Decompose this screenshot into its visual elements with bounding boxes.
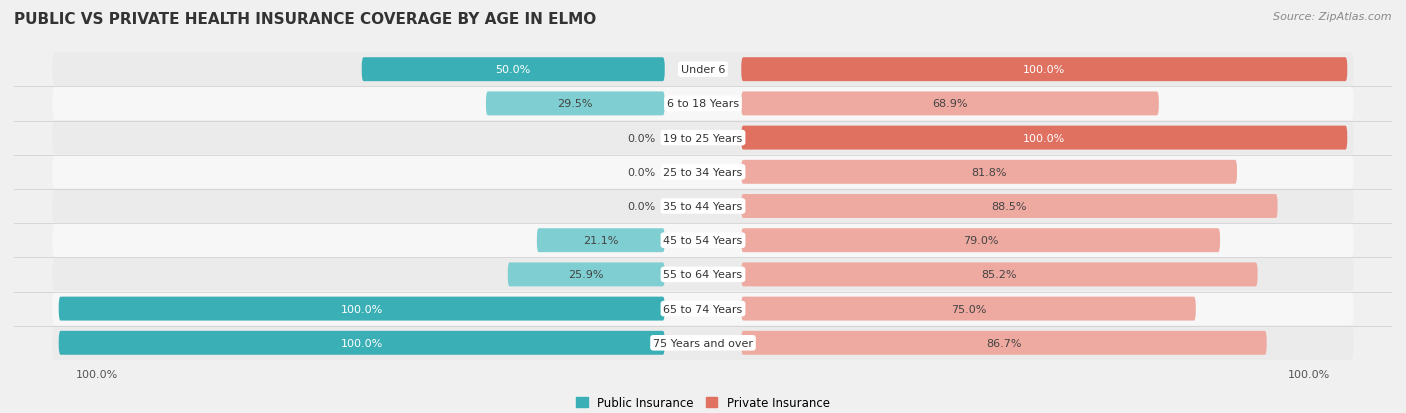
FancyBboxPatch shape: [741, 331, 1267, 355]
Text: 88.5%: 88.5%: [991, 202, 1028, 211]
Text: 25.9%: 25.9%: [568, 270, 605, 280]
FancyBboxPatch shape: [741, 195, 1278, 218]
Text: Source: ZipAtlas.com: Source: ZipAtlas.com: [1274, 12, 1392, 22]
Text: 0.0%: 0.0%: [627, 167, 655, 177]
FancyBboxPatch shape: [741, 160, 1237, 184]
Text: 86.7%: 86.7%: [986, 338, 1022, 348]
FancyBboxPatch shape: [52, 87, 1354, 121]
Text: 100.0%: 100.0%: [1024, 65, 1066, 75]
FancyBboxPatch shape: [537, 229, 665, 253]
FancyBboxPatch shape: [52, 53, 1354, 87]
Text: 25 to 34 Years: 25 to 34 Years: [664, 167, 742, 177]
FancyBboxPatch shape: [741, 58, 1347, 82]
Text: 100.0%: 100.0%: [1024, 133, 1066, 143]
FancyBboxPatch shape: [59, 297, 665, 321]
Text: 65 to 74 Years: 65 to 74 Years: [664, 304, 742, 314]
Text: 55 to 64 Years: 55 to 64 Years: [664, 270, 742, 280]
Text: 35 to 44 Years: 35 to 44 Years: [664, 202, 742, 211]
FancyBboxPatch shape: [52, 292, 1354, 326]
Text: 45 to 54 Years: 45 to 54 Years: [664, 236, 742, 246]
Text: 79.0%: 79.0%: [963, 236, 998, 246]
FancyBboxPatch shape: [486, 92, 665, 116]
Text: 50.0%: 50.0%: [495, 65, 531, 75]
FancyBboxPatch shape: [741, 92, 1159, 116]
Text: 85.2%: 85.2%: [981, 270, 1017, 280]
Text: 81.8%: 81.8%: [972, 167, 1007, 177]
Text: 75.0%: 75.0%: [950, 304, 986, 314]
FancyBboxPatch shape: [59, 331, 665, 355]
Text: 21.1%: 21.1%: [583, 236, 619, 246]
Text: 29.5%: 29.5%: [558, 99, 593, 109]
Text: 68.9%: 68.9%: [932, 99, 967, 109]
FancyBboxPatch shape: [508, 263, 665, 287]
Text: 0.0%: 0.0%: [627, 202, 655, 211]
FancyBboxPatch shape: [741, 229, 1220, 253]
Text: 19 to 25 Years: 19 to 25 Years: [664, 133, 742, 143]
FancyBboxPatch shape: [52, 223, 1354, 258]
Text: 100.0%: 100.0%: [340, 304, 382, 314]
FancyBboxPatch shape: [52, 155, 1354, 190]
Text: 75 Years and over: 75 Years and over: [652, 338, 754, 348]
Text: 0.0%: 0.0%: [627, 133, 655, 143]
Text: Under 6: Under 6: [681, 65, 725, 75]
Text: 6 to 18 Years: 6 to 18 Years: [666, 99, 740, 109]
FancyBboxPatch shape: [361, 58, 665, 82]
FancyBboxPatch shape: [52, 326, 1354, 360]
FancyBboxPatch shape: [741, 297, 1195, 321]
FancyBboxPatch shape: [52, 258, 1354, 292]
Text: 100.0%: 100.0%: [340, 338, 382, 348]
FancyBboxPatch shape: [52, 121, 1354, 155]
Text: PUBLIC VS PRIVATE HEALTH INSURANCE COVERAGE BY AGE IN ELMO: PUBLIC VS PRIVATE HEALTH INSURANCE COVER…: [14, 12, 596, 27]
FancyBboxPatch shape: [52, 190, 1354, 223]
Legend: Public Insurance, Private Insurance: Public Insurance, Private Insurance: [571, 392, 835, 413]
FancyBboxPatch shape: [741, 263, 1257, 287]
FancyBboxPatch shape: [741, 126, 1347, 150]
